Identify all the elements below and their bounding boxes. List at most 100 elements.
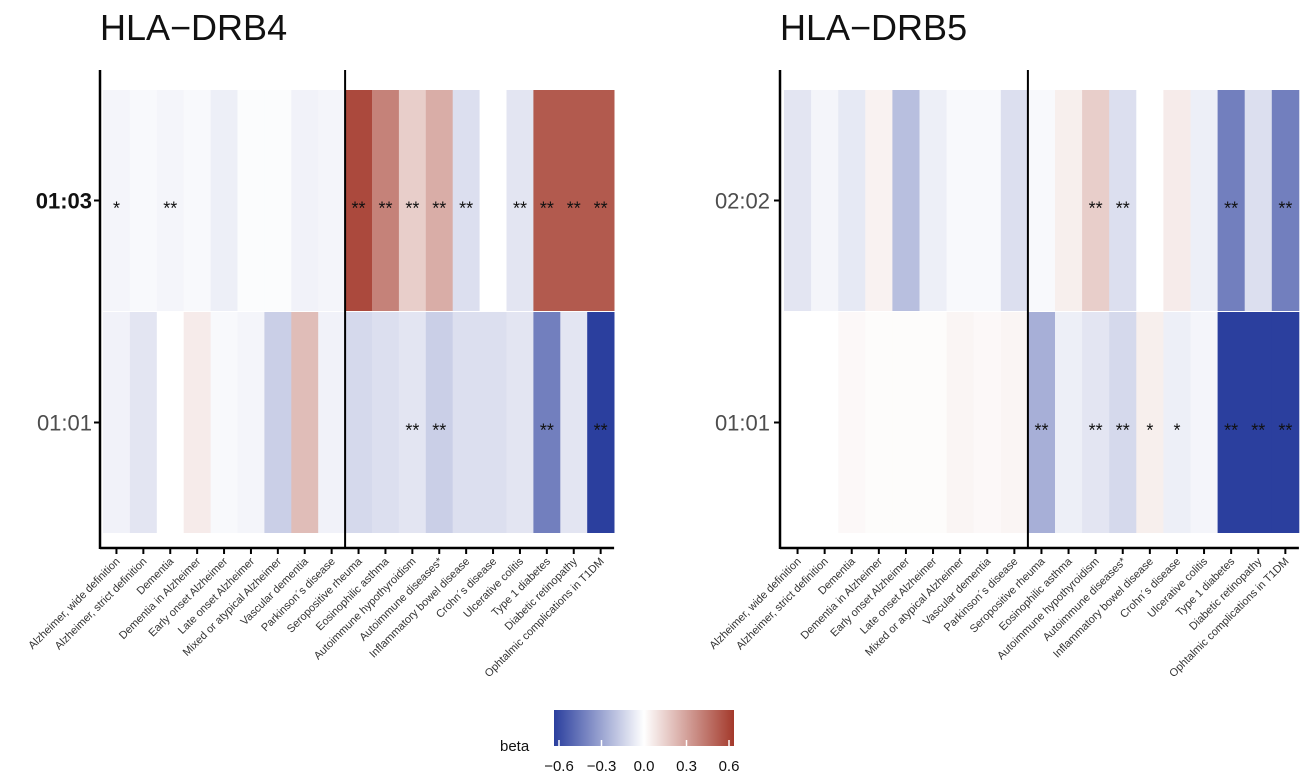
heatmap-panel-1: HLA−DRB4* ** ** ** ** ** ** ** ** ** **** ** ** **01:… [26,7,615,680]
heatmap-cell [1244,312,1273,533]
significance-marker: ** [1278,199,1292,219]
heatmap-cell [533,90,561,311]
heatmap-cell [973,312,1002,533]
significance-marker: ** [594,199,608,219]
heatmap-cell [129,90,158,311]
significance-marker: * [1146,421,1153,441]
significance-marker: ** [513,199,527,219]
heatmap-cell [811,312,839,533]
heatmap-cell [865,312,893,533]
heatmap-cell [345,312,373,533]
heatmap-cell [1217,312,1246,533]
heatmap-cell [1163,90,1191,311]
heatmap-cell [103,312,131,533]
heatmap-cell [506,312,534,533]
panel-title: HLA−DRB5 [780,7,967,48]
heatmap-cell [183,312,211,533]
significance-marker: ** [567,199,581,219]
heatmap-cell [291,312,319,533]
significance-marker: ** [459,199,473,219]
significance-marker: ** [540,421,554,441]
heatmap-cell [1136,312,1164,533]
heatmap-cell [1217,90,1246,311]
significance-marker: ** [405,199,419,219]
significance-marker: * [1173,421,1180,441]
heatmap-cell [264,90,292,311]
significance-marker: ** [540,199,554,219]
heatmap-cell [919,90,947,311]
significance-marker: ** [1251,421,1265,441]
heatmap-cell [946,312,975,533]
heatmap-cell [1027,312,1056,533]
heatmap-cell [587,312,615,533]
heatmap-cell [892,90,920,311]
heatmap-cell [946,90,975,311]
heatmap-cell [452,312,480,533]
significance-marker: ** [432,199,446,219]
heatmap-cell [291,90,319,311]
significance-marker: ** [405,421,419,441]
heatmap-cell [156,312,185,533]
heatmap-cell [533,312,561,533]
significance-marker: ** [163,199,177,219]
significance-marker: ** [432,421,446,441]
heatmap-cell [784,312,812,533]
heatmap-cell [838,90,866,311]
heatmap-cell [811,90,839,311]
heatmap-cell [1109,90,1137,311]
heatmap-cell [129,312,158,533]
significance-marker: ** [378,199,392,219]
legend-tick-label: 0.0 [634,758,655,775]
heatmap-cell [1244,90,1273,311]
heatmap-cell [237,312,265,533]
heatmap-cell [425,312,454,533]
heatmap-cell [1000,90,1029,311]
heatmap-cell [425,90,454,311]
heatmap-cell [264,312,292,533]
y-tick-label: 01:03 [36,189,92,214]
y-tick-label: 01:01 [715,411,770,436]
legend-tick-label: −0.6 [544,758,574,775]
heatmap-cell [1271,312,1300,533]
heatmap-cell [479,90,507,311]
y-tick-label: 01:01 [37,411,92,436]
significance-marker: ** [1034,421,1048,441]
significance-marker: ** [1224,199,1238,219]
legend-tick-label: 0.6 [719,758,740,775]
heatmap-cell [506,90,534,311]
heatmap-cell [1055,90,1083,311]
heatmap-cell [452,90,480,311]
significance-marker: ** [1089,421,1103,441]
heatmap-cell [1136,90,1164,311]
heatmap-cell [892,312,920,533]
legend-title: beta [500,738,530,755]
heatmap-cell [156,90,185,311]
heatmap-cell [973,90,1002,311]
heatmap-cell [372,90,400,311]
significance-marker: ** [594,421,608,441]
heatmap-cell [919,312,947,533]
significance-marker: ** [1116,421,1130,441]
significance-marker: ** [1116,199,1130,219]
legend-tick-label: 0.3 [676,758,697,775]
significance-marker: ** [1224,421,1238,441]
heatmap-cell [587,90,615,311]
heatmap-cell [1055,312,1083,533]
heatmap-cell [210,312,238,533]
heatmap-cell [237,90,265,311]
heatmap-cell [784,90,812,311]
heatmap-cell [1082,90,1110,311]
heatmap-cell [372,312,400,533]
significance-marker: * [113,199,120,219]
heatmap-cell [1082,312,1110,533]
heatmap-cell [210,90,238,311]
heatmap-cell [1027,90,1056,311]
significance-marker: ** [352,199,366,219]
heatmap-panel-2: HLA−DRB5** ** ** **** ** ** * * ** ** **02:0201:01… [707,7,1300,680]
heatmap-cell [1163,312,1191,533]
legend-tick-label: −0.3 [587,758,617,775]
heatmap-cell [183,90,211,311]
heatmap-cell [1271,90,1300,311]
significance-marker: ** [1089,199,1103,219]
heatmap-cell [398,312,427,533]
